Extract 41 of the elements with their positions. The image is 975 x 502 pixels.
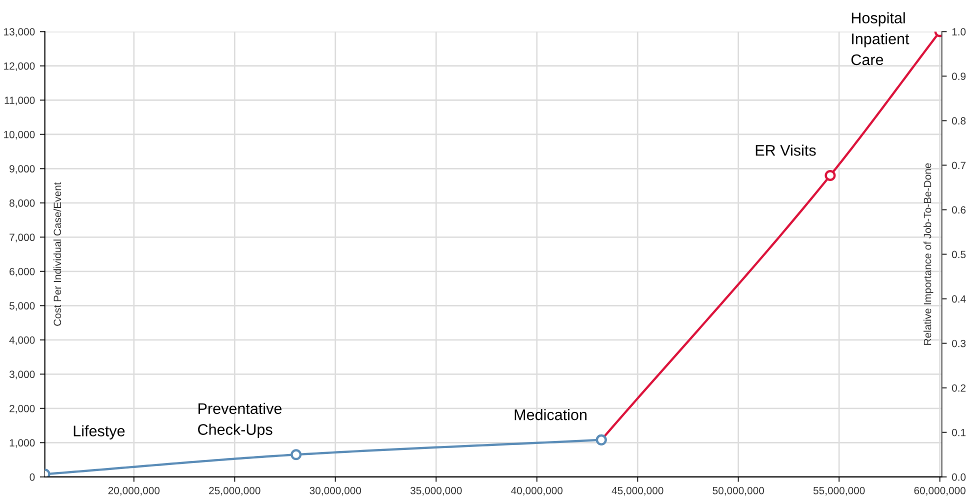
annotation: Medication <box>514 409 586 420</box>
x-tick-label: 25,000,000 <box>209 486 260 496</box>
y-tick-label: 8,000 <box>10 199 35 208</box>
x-tick-label: 60,000,000 <box>914 486 966 496</box>
x-tick-label: 50,000,000 <box>712 486 764 496</box>
y-tick-label: 1,000 <box>10 439 35 448</box>
y-tick-label: 9,000 <box>10 165 35 174</box>
annotation: Preventative Check-Ups <box>198 402 282 438</box>
y-tick-label: 3,000 <box>9 370 35 380</box>
x-tick-label: 20,000,000 <box>108 486 160 496</box>
y-tick-label: 4,000 <box>9 336 35 345</box>
x-tick-label: 45,000,000 <box>612 486 664 496</box>
y2-tick-label: 0.8 <box>952 117 966 125</box>
y-tick-label: 7,000 <box>10 234 35 242</box>
y2-tick-label: 0.6 <box>952 206 966 214</box>
y-tick-label: 12,000 <box>4 62 35 71</box>
y2-tick-label: 0.1 <box>952 428 966 436</box>
y-axis-title: Cost Per Individual Case/Event <box>53 182 62 326</box>
x-tick-label: 40,000,000 <box>511 486 563 496</box>
y-tick-label: 11,000 <box>4 96 35 106</box>
annotation: Hospital Inpatient Care <box>851 12 910 66</box>
y2-tick-label: 0.4 <box>952 295 966 303</box>
y-tick-label: 6,000 <box>10 268 35 276</box>
y2-tick-label: 0.0 <box>952 473 966 481</box>
y-tick-label: 10,000 <box>4 130 35 140</box>
y-tick-label: 0 <box>30 473 35 481</box>
y2-tick-label: 0.3 <box>952 340 966 348</box>
x-tick-label: 55,000,000 <box>813 486 865 496</box>
y-tick-label: 5,000 <box>9 302 35 311</box>
y2-tick-label: 1.0 <box>952 28 966 36</box>
annotation: ER Visits <box>756 144 816 156</box>
y-tick-label: 13,000 <box>4 28 35 37</box>
x-tick-label: 30,000,000 <box>310 486 362 496</box>
y2-tick-label: 0.9 <box>952 72 966 80</box>
x-tick-label: 35,000,000 <box>410 486 462 496</box>
y2-axis-title: Relative Importance of Job-To-Be-Done <box>924 163 934 345</box>
y-tick-label: 2,000 <box>10 404 35 414</box>
y2-tick-label: 0.7 <box>952 162 966 170</box>
y2-tick-label: 0.5 <box>952 250 966 258</box>
y2-tick-label: 0.2 <box>952 384 966 392</box>
annotation: Lifestye <box>74 425 125 440</box>
